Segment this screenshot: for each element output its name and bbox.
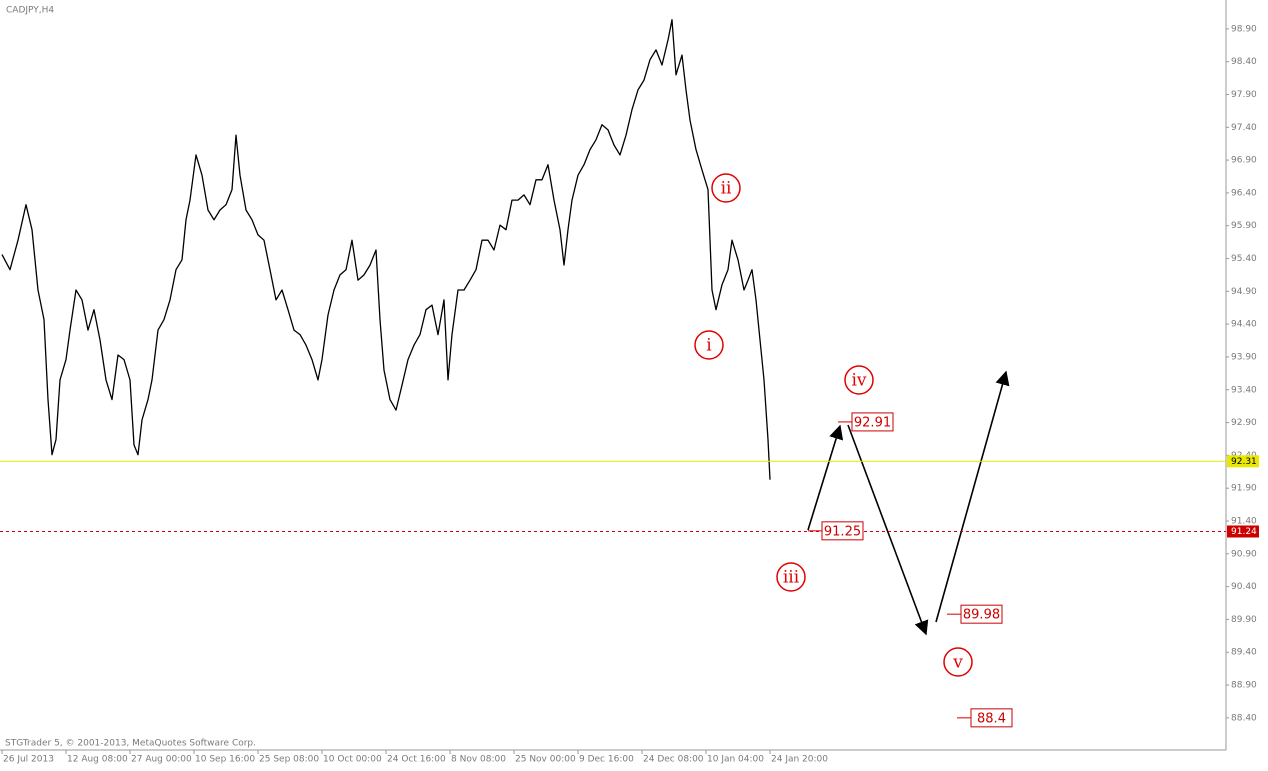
y-tick-label: 93.40	[1231, 385, 1257, 395]
x-tick-label: 12 Aug 08:00	[67, 755, 128, 765]
projection	[807, 370, 1010, 636]
y-tick-label: 89.40	[1231, 648, 1257, 658]
y-tick-label: 88.90	[1231, 681, 1257, 691]
y-tick-label: 95.40	[1231, 254, 1257, 264]
chart-title: CADJPY,H4	[6, 6, 54, 16]
projection-arrow	[847, 424, 929, 636]
y-tick-label: 90.90	[1231, 549, 1257, 559]
target-label: 89.98	[963, 608, 1000, 623]
wave-label: i	[706, 336, 712, 356]
x-tick-label: 25 Nov 00:00	[515, 755, 576, 765]
wave-label: v	[952, 653, 963, 673]
wave-label: ii	[721, 179, 732, 199]
projection-arrow	[935, 370, 1010, 623]
x-tick-label: 26 Jul 2013	[3, 755, 54, 765]
y-tick-label: 97.90	[1231, 90, 1257, 100]
x-tick-label: 25 Sep 08:00	[259, 755, 319, 765]
wave-label: iv	[851, 371, 866, 391]
target-box	[851, 412, 894, 432]
level-tag-label: 91.24	[1231, 527, 1257, 537]
wave-circle	[711, 173, 741, 203]
y-tick-label: 90.40	[1231, 582, 1257, 592]
x-tick-label: 27 Aug 00:00	[131, 755, 192, 765]
target-box	[970, 708, 1013, 728]
y-tick-label: 95.90	[1231, 221, 1257, 231]
x-tick-label: 24 Jan 20:00	[771, 755, 828, 765]
level-tag-label: 92.31	[1231, 457, 1257, 467]
y-tick-label: 89.90	[1231, 615, 1257, 625]
y-tick-label: 98.90	[1231, 24, 1257, 34]
y-tick-label: 94.40	[1231, 320, 1257, 330]
x-tick-label: 24 Oct 16:00	[387, 755, 446, 765]
wave-circle	[694, 330, 724, 360]
y-tick-label: 91.40	[1231, 516, 1257, 526]
target-label: 88.4	[977, 711, 1006, 726]
y-tick-label: 91.90	[1231, 484, 1257, 494]
y-tick-label: 96.40	[1231, 188, 1257, 198]
level-tag	[1227, 455, 1259, 468]
x-tick-label: 10 Sep 16:00	[195, 755, 255, 765]
target-box	[821, 521, 864, 541]
target-box	[960, 604, 1003, 624]
wave-label: iii	[783, 568, 800, 588]
level-tag	[1227, 525, 1259, 538]
wave-circle	[844, 365, 874, 395]
y-tick-label: 98.40	[1231, 57, 1257, 67]
x-tick-label: 10 Oct 00:00	[323, 755, 382, 765]
x-tick-label: 24 Dec 08:00	[643, 755, 704, 765]
copyright: STGTrader 5, © 2001-2013, MetaQuotes Sof…	[5, 739, 256, 749]
target-label: 91.25	[824, 524, 861, 539]
x-tick-label: 9 Dec 16:00	[579, 755, 634, 765]
projection-arrow	[807, 424, 844, 531]
y-tick-label: 92.90	[1231, 418, 1257, 428]
y-tick-label: 97.40	[1231, 123, 1257, 133]
y-tick-label: 96.90	[1231, 156, 1257, 166]
wave-circle	[943, 647, 973, 677]
x-tick-label: 8 Nov 08:00	[451, 755, 506, 765]
y-tick-label: 94.90	[1231, 287, 1257, 297]
price-line	[1, 19, 771, 480]
y-tick-label: 93.90	[1231, 352, 1257, 362]
y-tick-label: 88.40	[1231, 713, 1257, 723]
wave-circle	[776, 562, 806, 592]
x-tick-label: 10 Jan 04:00	[707, 755, 764, 765]
target-label: 92.91	[854, 415, 891, 430]
